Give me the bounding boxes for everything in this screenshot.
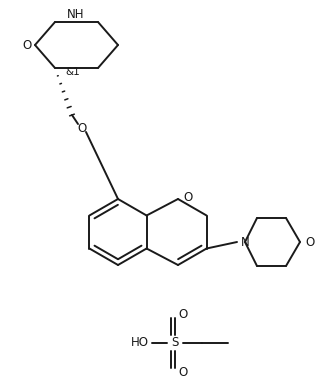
Text: S: S bbox=[171, 336, 179, 349]
Text: &1: &1 bbox=[65, 67, 80, 77]
Text: O: O bbox=[183, 191, 193, 203]
Text: O: O bbox=[77, 121, 87, 135]
Text: N: N bbox=[241, 235, 249, 249]
Text: NH: NH bbox=[67, 7, 85, 21]
Text: O: O bbox=[178, 366, 188, 378]
Text: O: O bbox=[178, 307, 188, 321]
Text: O: O bbox=[22, 39, 31, 51]
Text: O: O bbox=[305, 235, 315, 249]
Text: HO: HO bbox=[131, 336, 149, 349]
